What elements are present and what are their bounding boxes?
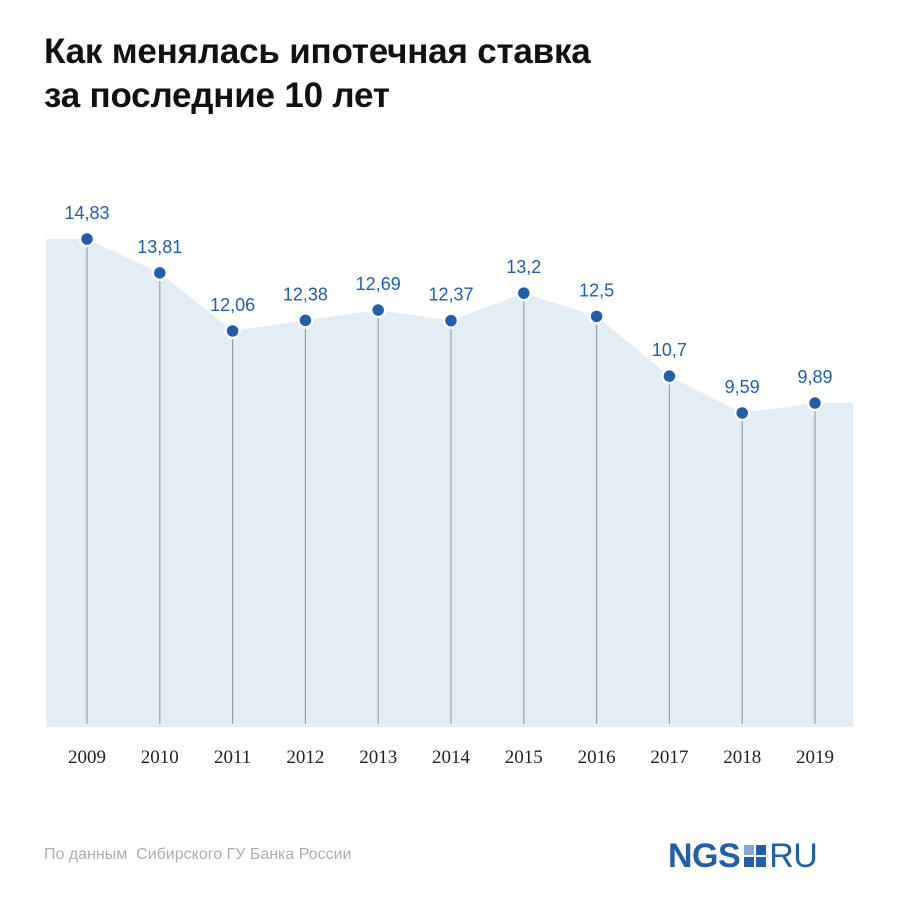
logo-ru-text: RU: [769, 836, 818, 875]
value-label-2015: 13,2: [506, 257, 541, 277]
data-point-2009: [78, 230, 96, 248]
area-fill: [46, 239, 853, 727]
value-label-2010: 13,81: [137, 237, 182, 257]
data-point-2016: [588, 308, 605, 325]
logo-ngs-text: NGS: [668, 836, 741, 875]
data-point-2011: [224, 322, 241, 340]
data-point-2014: [442, 312, 460, 329]
chart-title-line-2: за последние 10 лет: [44, 76, 390, 115]
data-point-2013: [369, 301, 387, 319]
chart-title-line-1: Как менялась ипотечная ставка: [44, 32, 591, 71]
ngs-ru-logo[interactable]: NGS RU: [668, 836, 818, 876]
year-label-2009: 2009: [68, 747, 106, 768]
value-label-2011: 12,06: [210, 295, 255, 315]
data-point-2010: [151, 264, 169, 282]
year-label-2018: 2018: [723, 747, 761, 768]
data-point-2015: [515, 284, 533, 302]
year-label-2010: 2010: [141, 747, 179, 768]
year-label-2017: 2017: [650, 747, 688, 768]
logo-square-mark-icon: [744, 845, 767, 867]
data-point-2019: [806, 394, 824, 412]
year-label-2019: 2019: [796, 747, 834, 768]
data-point-2012: [297, 312, 314, 329]
data-point-2018: [733, 404, 751, 422]
year-label-2013: 2013: [359, 747, 397, 768]
value-label-2014: 12,37: [428, 285, 473, 305]
year-label-2016: 2016: [578, 747, 616, 768]
year-label-2014: 2014: [432, 747, 471, 768]
value-label-2018: 9,59: [725, 377, 760, 397]
chart-title: Как менялась ипотечная ставка за последн…: [44, 30, 591, 118]
year-label-2011: 2011: [214, 747, 251, 768]
value-label-2012: 12,38: [283, 284, 328, 304]
source-note: По данным Сибирского ГУ Банка России: [44, 846, 352, 863]
data-point-2017: [661, 367, 678, 385]
year-label-2012: 2012: [286, 747, 324, 768]
value-label-2019: 9,89: [797, 367, 832, 387]
year-label-2015: 2015: [505, 747, 543, 768]
value-label-2016: 12,5: [579, 280, 614, 300]
value-label-2013: 12,69: [356, 274, 401, 294]
value-label-2017: 10,7: [652, 340, 687, 360]
value-label-2009: 14,83: [64, 203, 109, 223]
